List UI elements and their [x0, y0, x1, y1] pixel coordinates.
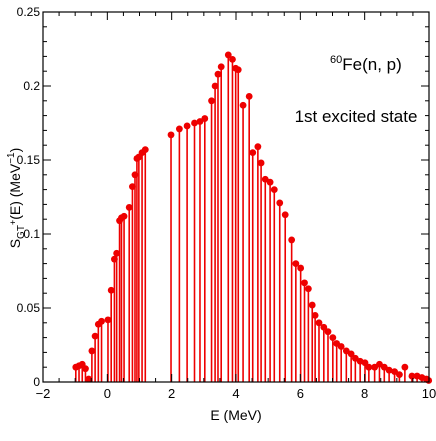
stem-marker — [85, 375, 93, 383]
stem-marker — [191, 119, 198, 127]
stem-marker — [91, 332, 99, 340]
stem-marker — [217, 63, 225, 71]
chart-title: 60Fe(n, p) — [330, 54, 402, 74]
stem-marker — [396, 371, 403, 378]
stem-marker — [129, 183, 136, 191]
stem-marker — [315, 319, 323, 327]
stem-marker — [175, 125, 183, 133]
stem-marker — [266, 178, 274, 186]
stem-marker — [201, 115, 209, 122]
stem-marker — [107, 286, 115, 294]
stem-marker — [120, 212, 128, 220]
stem-marker — [297, 264, 305, 272]
stem-marker — [311, 312, 319, 319]
stem-marker — [88, 347, 96, 355]
stem-marker — [224, 51, 232, 59]
stem-marker — [82, 365, 89, 373]
stem-marker — [361, 359, 369, 367]
stem-marker — [337, 343, 345, 350]
y-axis-label-rest: (E) (MeV — [7, 163, 23, 220]
y-axis-label-unit-exp: −1 — [6, 152, 17, 164]
stem-marker — [111, 255, 118, 263]
markers-layer — [72, 51, 433, 384]
stem-marker — [308, 301, 316, 309]
y-axis-ticks: 0 0.05 0.1 0.15 0.2 0.25 — [17, 5, 429, 389]
stem-marker — [301, 279, 308, 287]
stem-marker — [329, 334, 337, 341]
chart-title-isotope: 60 — [330, 54, 342, 66]
y-tick-label: 0.25 — [17, 5, 41, 19]
x-axis-label: E (MeV) — [210, 407, 261, 423]
stem-marker — [234, 66, 242, 74]
x-tick-label: −2 — [36, 386, 51, 401]
y-tick-label: 0.15 — [17, 153, 41, 167]
stem-marker — [347, 350, 355, 358]
chart-subtitle: 1st excited state — [295, 107, 418, 126]
stem-marker — [304, 285, 312, 293]
stem-marker — [239, 101, 247, 109]
y-axis-label-sup: + — [8, 220, 18, 225]
stem-marker — [324, 328, 332, 336]
stem-marker — [125, 203, 133, 211]
stem-marker — [104, 316, 112, 324]
x-tick-label: 6 — [297, 386, 304, 401]
stem-marker — [167, 131, 175, 139]
stem-marker — [281, 211, 289, 219]
x-axis-ticks: −2 0 2 4 6 8 10 — [36, 12, 436, 401]
stem-marker — [270, 186, 278, 194]
y-tick-label: 0.05 — [17, 301, 41, 315]
x-tick-label: 10 — [422, 386, 436, 401]
stem-marker — [276, 199, 284, 207]
stem-marker — [401, 363, 409, 371]
stem-marker — [245, 92, 253, 100]
stem-marker — [257, 159, 265, 167]
stem-marker — [320, 323, 328, 331]
stem-marker — [141, 146, 149, 154]
stem-marker — [385, 366, 393, 374]
chart-title-reaction: Fe(n, p) — [342, 55, 402, 74]
stem-marker — [183, 122, 191, 130]
stem-marker — [208, 97, 215, 105]
y-tick-label: 0.2 — [23, 79, 40, 93]
y-axis-label-close: ) — [7, 148, 23, 153]
stem-marker — [113, 249, 121, 257]
stem-marker — [131, 171, 139, 179]
x-tick-label: 0 — [104, 386, 111, 401]
y-tick-label: 0 — [33, 375, 40, 389]
stem-marker — [365, 363, 373, 371]
stem-marker — [288, 236, 296, 244]
y-axis-label-sub: GT — [16, 225, 27, 239]
stem-marker — [98, 317, 105, 325]
stem-marker — [229, 55, 236, 63]
y-tick-label: 0.1 — [23, 227, 40, 241]
y-axis-label-main: S — [7, 239, 23, 248]
stem-marker — [211, 82, 219, 90]
x-tick-label: 2 — [168, 386, 175, 401]
x-tick-label: 4 — [232, 386, 239, 401]
stem-marker — [292, 260, 300, 267]
stem-marker — [214, 70, 222, 78]
stem-marker — [249, 149, 257, 157]
stem-marker — [254, 143, 262, 151]
stem-marker — [408, 372, 416, 380]
stems-layer — [75, 54, 430, 382]
y-axis-label: SGT+(E) (MeV−1) — [6, 148, 27, 249]
x-tick-label: 8 — [361, 386, 368, 401]
